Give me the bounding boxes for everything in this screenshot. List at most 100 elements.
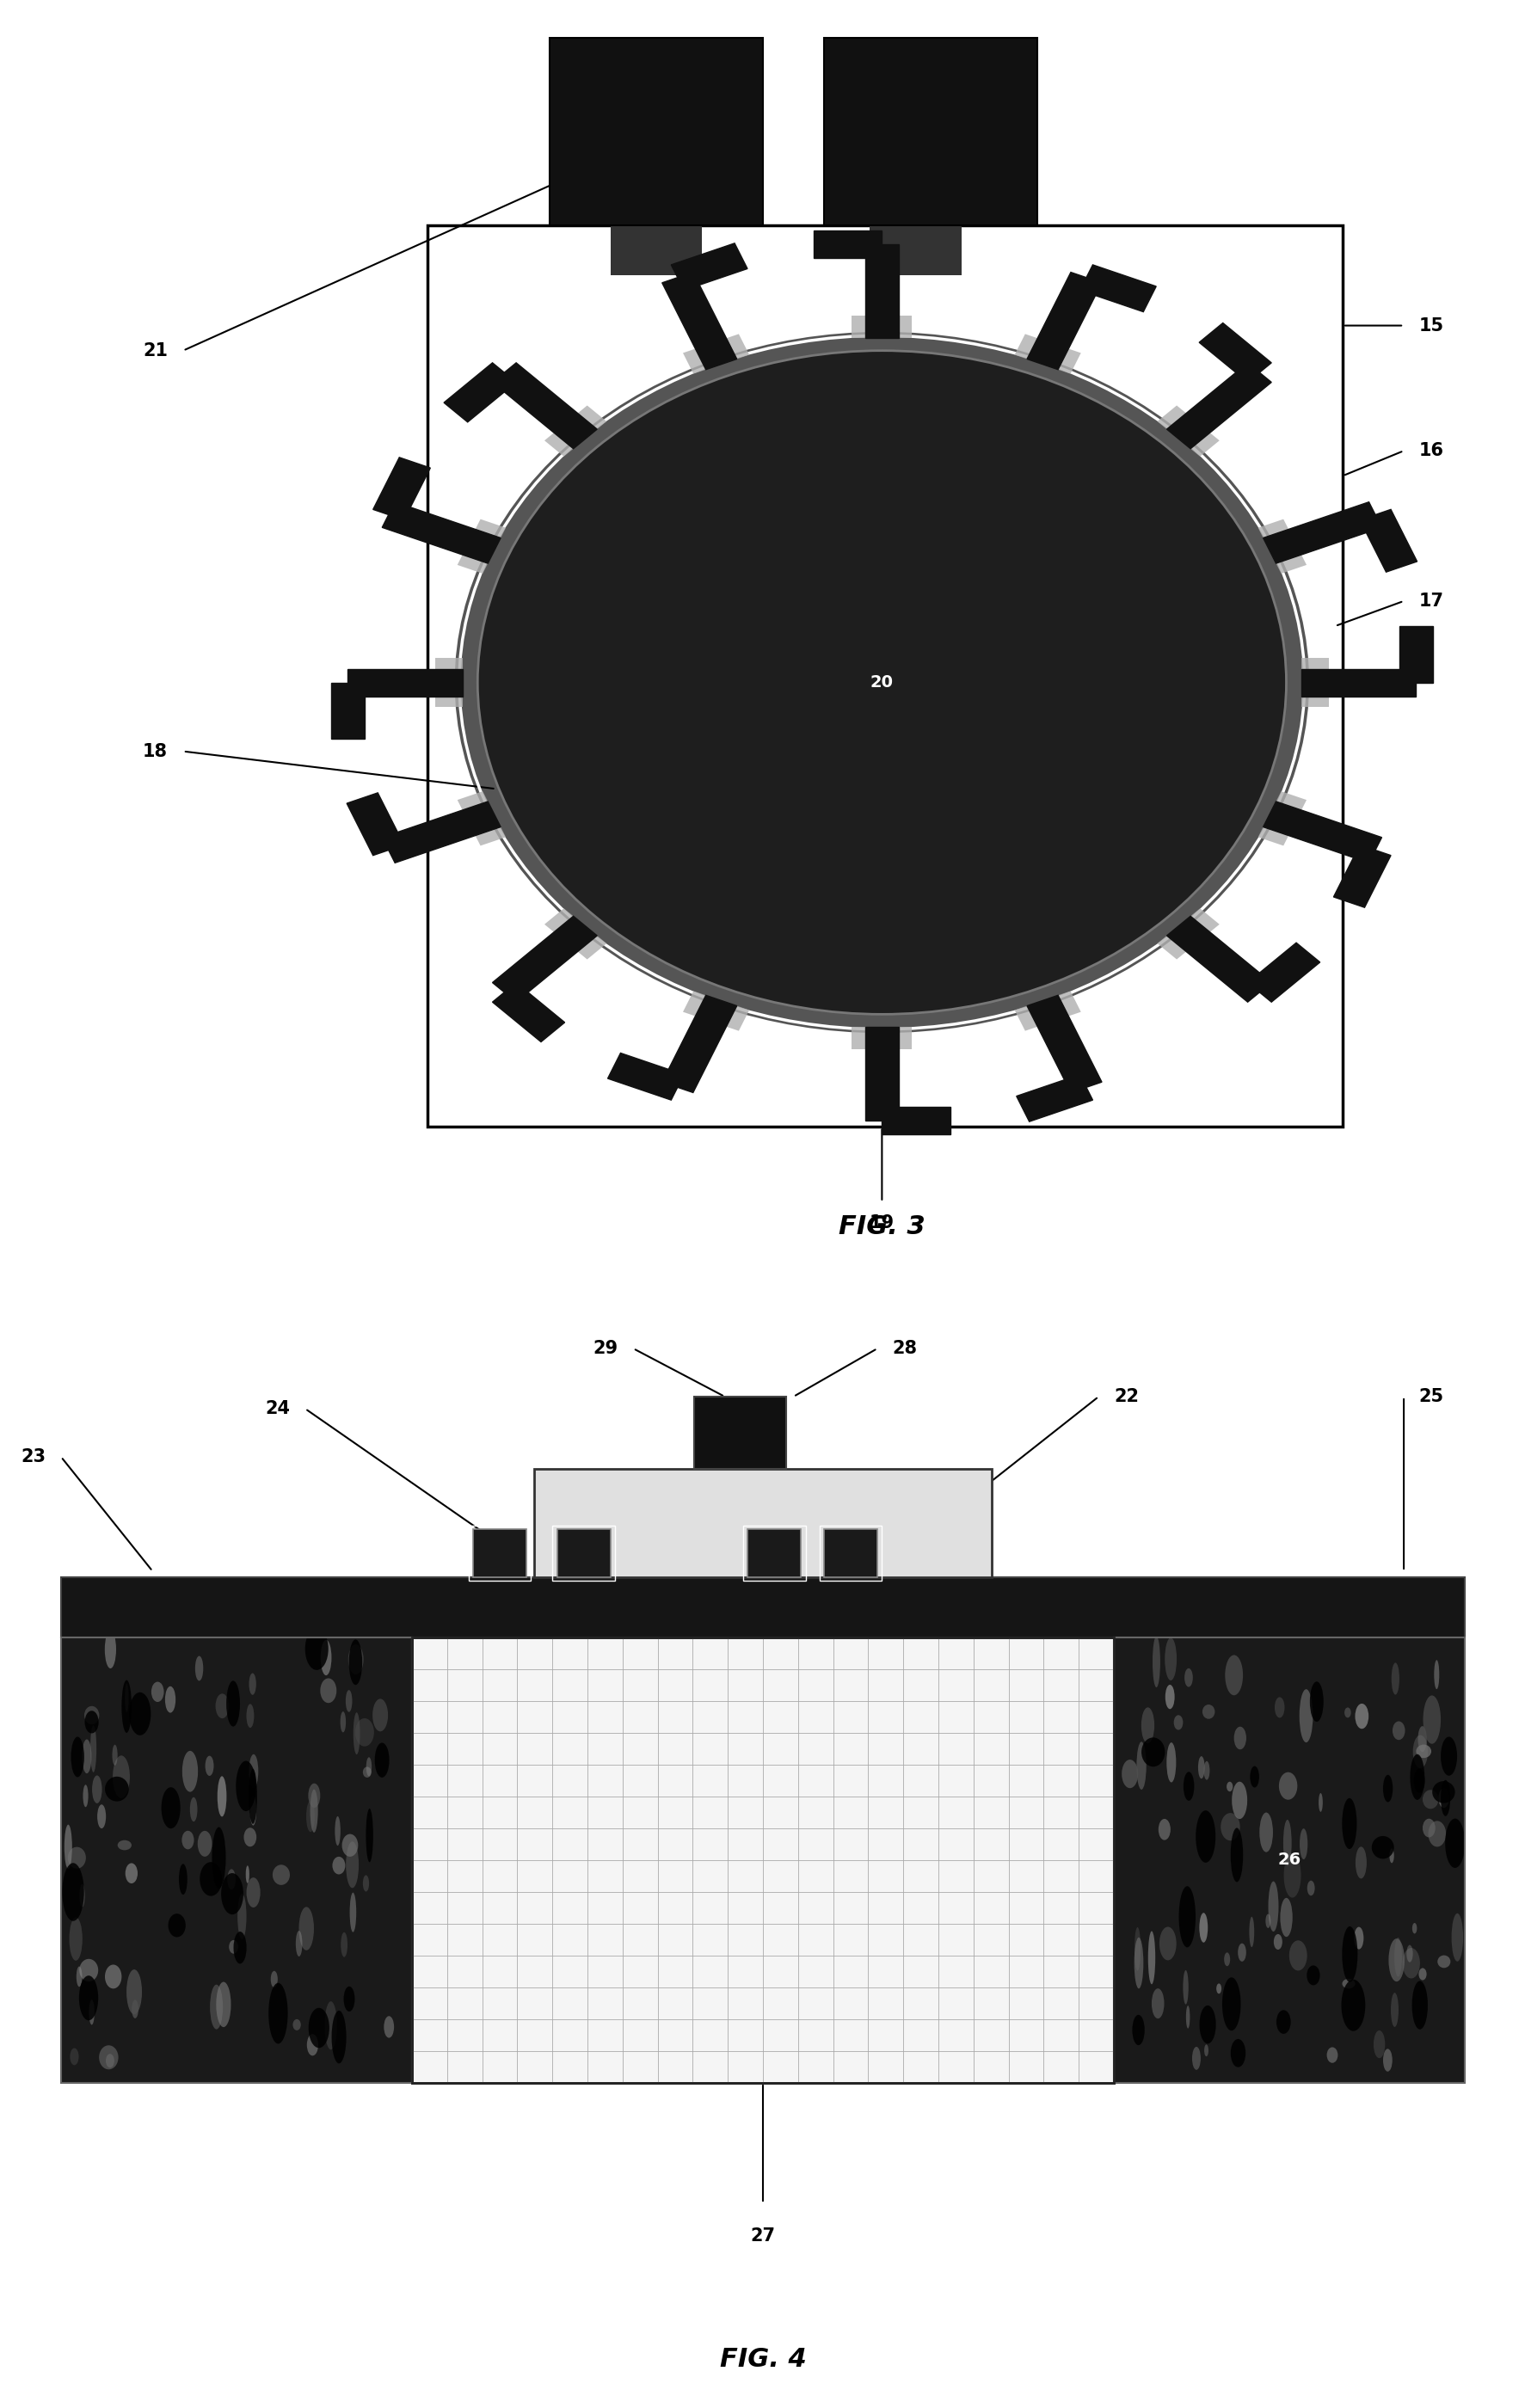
Ellipse shape: [1179, 1885, 1196, 1948]
Ellipse shape: [1299, 1688, 1312, 1743]
Bar: [61, 1577, 1464, 1637]
Ellipse shape: [307, 2035, 319, 2056]
Ellipse shape: [233, 1931, 247, 1965]
Ellipse shape: [299, 1907, 314, 1950]
Ellipse shape: [1249, 1765, 1258, 1787]
Ellipse shape: [105, 1630, 116, 1669]
Ellipse shape: [67, 1847, 85, 1869]
Ellipse shape: [1305, 1965, 1319, 1984]
Ellipse shape: [181, 1751, 198, 1792]
Ellipse shape: [1382, 2049, 1391, 2071]
Bar: [549, 39, 762, 226]
Ellipse shape: [1432, 1782, 1455, 1804]
Ellipse shape: [346, 1842, 358, 1888]
Ellipse shape: [308, 1784, 320, 1808]
Polygon shape: [348, 669, 462, 696]
Ellipse shape: [305, 1628, 328, 1671]
Ellipse shape: [79, 1975, 98, 2020]
Ellipse shape: [1147, 1931, 1154, 1984]
Circle shape: [477, 352, 1286, 1014]
Ellipse shape: [131, 1999, 139, 2018]
Polygon shape: [372, 458, 430, 520]
Ellipse shape: [1299, 1828, 1307, 1859]
Ellipse shape: [355, 1719, 374, 1746]
Text: 16: 16: [1418, 443, 1443, 460]
Polygon shape: [1156, 908, 1218, 958]
Ellipse shape: [113, 1746, 117, 1765]
Ellipse shape: [1406, 1946, 1412, 1963]
Text: 15: 15: [1418, 318, 1443, 335]
Polygon shape: [1167, 364, 1270, 448]
Ellipse shape: [1231, 2040, 1244, 2066]
Ellipse shape: [1237, 1943, 1246, 1963]
Bar: [819, 1527, 881, 1582]
Ellipse shape: [210, 1984, 223, 2030]
Ellipse shape: [375, 1743, 389, 1777]
Bar: [468, 1527, 531, 1582]
Ellipse shape: [1388, 1938, 1403, 1982]
Polygon shape: [458, 792, 506, 845]
Text: 19: 19: [869, 1214, 894, 1233]
Polygon shape: [865, 1026, 898, 1120]
Polygon shape: [1333, 845, 1391, 908]
Ellipse shape: [151, 1681, 163, 1702]
Ellipse shape: [1391, 1994, 1398, 2028]
Ellipse shape: [270, 1970, 278, 1987]
Ellipse shape: [88, 1999, 95, 2025]
Bar: [61, 1637, 412, 2083]
Ellipse shape: [198, 1830, 212, 1857]
Ellipse shape: [1411, 1982, 1427, 2030]
Ellipse shape: [1415, 1743, 1430, 1758]
Ellipse shape: [1151, 1989, 1164, 2018]
Polygon shape: [607, 1052, 683, 1100]
Text: 29: 29: [593, 1339, 618, 1358]
Polygon shape: [544, 908, 607, 958]
Bar: [1113, 1637, 1464, 2083]
Text: 23: 23: [21, 1447, 46, 1466]
Polygon shape: [458, 520, 506, 573]
Ellipse shape: [1414, 1770, 1424, 1794]
Ellipse shape: [99, 2044, 119, 2068]
Ellipse shape: [354, 1712, 360, 1755]
Ellipse shape: [130, 1693, 151, 1736]
Ellipse shape: [1202, 1705, 1214, 1719]
Ellipse shape: [1264, 1914, 1270, 1929]
Ellipse shape: [1203, 1760, 1209, 1780]
Ellipse shape: [162, 1787, 180, 1828]
Ellipse shape: [1151, 1635, 1159, 1688]
Ellipse shape: [1450, 1914, 1462, 1963]
Polygon shape: [1156, 405, 1218, 458]
Ellipse shape: [1342, 1979, 1354, 1989]
Polygon shape: [444, 364, 515, 421]
Ellipse shape: [125, 1683, 128, 1712]
Text: 26: 26: [1276, 1852, 1301, 1869]
Ellipse shape: [372, 1698, 387, 1731]
Ellipse shape: [332, 1857, 345, 1873]
Ellipse shape: [125, 1864, 137, 1883]
Polygon shape: [1263, 501, 1382, 563]
Bar: [869, 188, 961, 275]
Text: 28: 28: [892, 1339, 917, 1358]
Polygon shape: [1026, 995, 1101, 1093]
Ellipse shape: [217, 1777, 226, 1816]
Ellipse shape: [1203, 2044, 1208, 2056]
Ellipse shape: [200, 1861, 223, 1895]
Bar: [824, 39, 1037, 226]
Ellipse shape: [105, 1777, 128, 1801]
Ellipse shape: [246, 1866, 249, 1883]
Ellipse shape: [1133, 1926, 1141, 1970]
Ellipse shape: [1278, 1772, 1296, 1799]
Ellipse shape: [1354, 1847, 1366, 1878]
Ellipse shape: [1283, 1854, 1301, 1898]
Ellipse shape: [1373, 2030, 1385, 2059]
Ellipse shape: [189, 1796, 197, 1820]
Ellipse shape: [1409, 1753, 1424, 1799]
Ellipse shape: [349, 1893, 355, 1931]
Ellipse shape: [1196, 1811, 1215, 1864]
Ellipse shape: [227, 1869, 235, 1890]
Ellipse shape: [127, 1970, 142, 2013]
Ellipse shape: [204, 1755, 214, 1775]
Polygon shape: [881, 1108, 950, 1134]
Ellipse shape: [98, 1804, 105, 1828]
Ellipse shape: [79, 1960, 98, 1982]
